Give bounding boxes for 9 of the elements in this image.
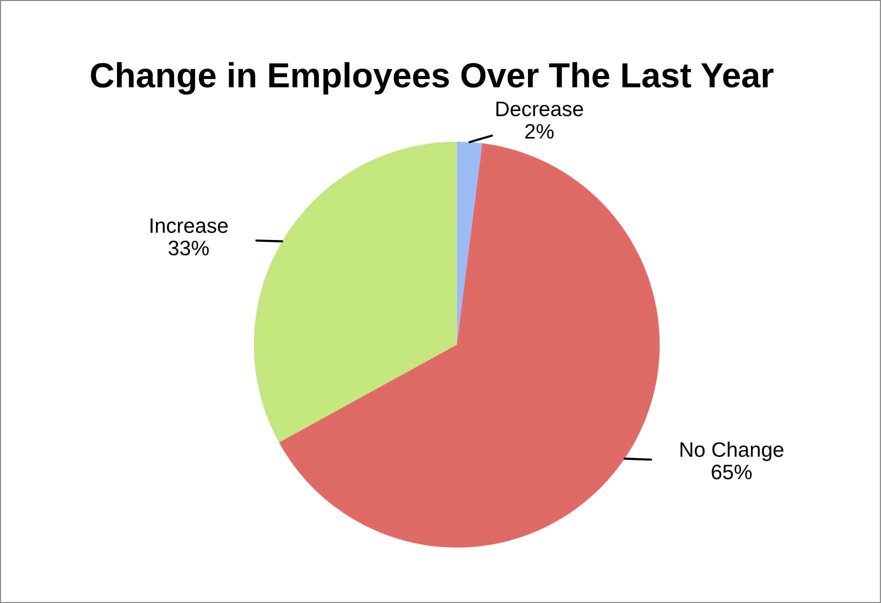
pie-slice: [278, 143, 660, 548]
data-label: 65%: [712, 464, 752, 480]
slice-label: Decrease: [496, 102, 583, 116]
data-label: 2%: [525, 124, 554, 139]
slice-label: No Change: [680, 442, 784, 462]
data-label: 33%: [168, 240, 209, 256]
pie-slice: [254, 142, 457, 442]
chart-title: Change in Employees Over The Last Year: [90, 62, 774, 95]
slice-label: Increase: [150, 218, 228, 233]
